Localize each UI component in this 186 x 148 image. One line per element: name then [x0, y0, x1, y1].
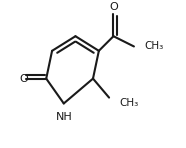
Text: CH₃: CH₃ [119, 98, 139, 108]
Text: NH: NH [55, 112, 72, 122]
Text: O: O [109, 2, 118, 12]
Text: CH₃: CH₃ [144, 41, 163, 52]
Text: O: O [19, 74, 28, 84]
